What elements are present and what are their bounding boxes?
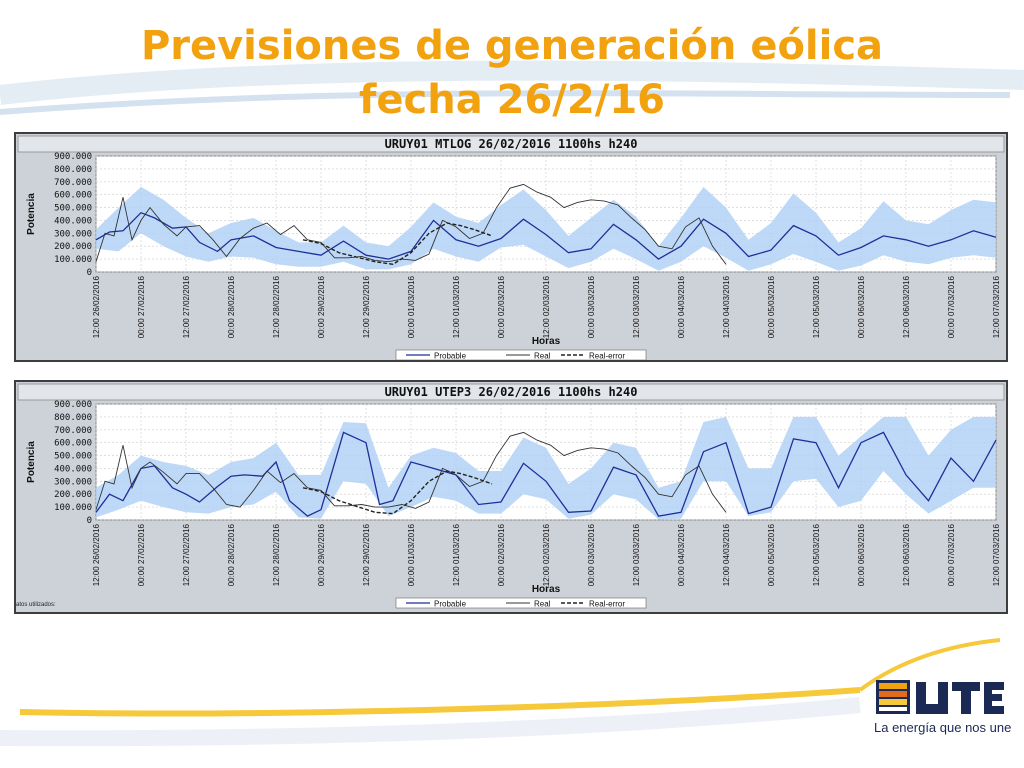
chart-utep3: URUY01 UTEP3 26/02/2016 1100hs h240 900.0…	[17, 383, 1005, 609]
x-tick-label: 12:00 07/03/2016	[992, 523, 1001, 586]
footnote: atos utilizados:	[16, 602, 56, 608]
legend-label: Real-error	[589, 600, 625, 609]
y-tick-label: 400.000	[54, 216, 92, 226]
y-tick-label: 200.000	[54, 242, 92, 252]
series-probable-line	[95, 431, 997, 517]
y-tick-label: 600.000	[54, 439, 92, 449]
x-tick-label: 12:00 02/03/2016	[542, 523, 551, 586]
x-tick-label: 12:00 04/03/2016	[722, 523, 731, 586]
slide-title-line2: fecha 26/2/16	[358, 77, 665, 123]
x-tick-label: 00:00 06/03/2016	[857, 523, 866, 586]
x-tick-label: 00:00 04/03/2016	[677, 523, 686, 586]
y-tick-label: 500.000	[54, 204, 92, 214]
y-tick-label: 800.000	[54, 413, 92, 423]
y-tick-label: 600.000	[54, 191, 92, 201]
x-axis-label: Horas	[532, 584, 561, 595]
x-tick-label: 00:00 07/03/2016	[947, 523, 956, 586]
x-axis-label: Horas	[532, 336, 561, 347]
x-tick-label: 12:00 05/03/2016	[812, 523, 821, 586]
legend-label: Real	[534, 352, 551, 361]
y-tick-label: 700.000	[54, 426, 92, 436]
x-tick-label: 00:00 27/02/2016	[137, 523, 146, 586]
x-tick-label: 12:00 28/02/2016	[272, 523, 281, 586]
series-real-line	[95, 183, 727, 265]
chart-title: URUY01 MTLOG 26/02/2016 1100hs h240	[385, 137, 638, 151]
x-tick-label: 12:00 05/03/2016	[812, 275, 821, 338]
y-axis-label: Potencia	[26, 441, 37, 483]
x-tick-label: 12:00 27/02/2016	[182, 275, 191, 338]
confidence-band	[96, 416, 996, 520]
x-tick-label: 12:00 27/02/2016	[182, 523, 191, 586]
x-tick-label: 12:00 03/03/2016	[632, 523, 641, 586]
y-tick-label: 100.000	[54, 503, 92, 513]
x-tick-label: 12:00 28/02/2016	[272, 275, 281, 338]
x-tick-label: 00:00 29/02/2016	[317, 523, 326, 586]
chart-panel-mtlog: URUY01 MTLOG 26/02/2016 1100hs h240 900.0…	[14, 132, 1008, 362]
x-tick-label: 12:00 29/02/2016	[362, 275, 371, 338]
y-tick-label: 700.000	[54, 178, 92, 188]
y-tick-label: 100.000	[54, 255, 92, 265]
slide-title-line1: Previsiones de generación eólica	[140, 23, 884, 69]
chart-title-bar	[17, 383, 1005, 401]
x-tick-label: 12:00 29/02/2016	[362, 523, 371, 586]
y-tick-label: 500.000	[54, 452, 92, 462]
y-tick-label: 900.000	[54, 152, 92, 162]
y-tick-label: 800.000	[54, 165, 92, 175]
x-tick-label: 00:00 28/02/2016	[227, 523, 236, 586]
chart-title: URUY01 UTEP3 26/02/2016 1100hs h240	[385, 385, 638, 399]
series-real-error-line	[302, 222, 493, 266]
y-tick-label: 300.000	[54, 229, 92, 239]
x-tick-label: 00:00 27/02/2016	[137, 275, 146, 338]
x-tick-label: 00:00 03/03/2016	[587, 275, 596, 338]
x-tick-label: 12:00 01/03/2016	[452, 275, 461, 338]
tagline: La energía que nos une	[874, 720, 1012, 735]
x-tick-label: 00:00 05/03/2016	[767, 275, 776, 338]
x-tick-label: 00:00 29/02/2016	[317, 275, 326, 338]
x-tick-label: 00:00 02/03/2016	[497, 523, 506, 586]
x-tick-label: 00:00 06/03/2016	[857, 275, 866, 338]
x-tick-label: 00:00 28/02/2016	[227, 275, 236, 338]
legend-label: Real-error	[589, 352, 625, 361]
legend-label: Real	[534, 600, 551, 609]
x-tick-label: 12:00 04/03/2016	[722, 275, 731, 338]
x-tick-label: 12:00 02/03/2016	[542, 275, 551, 338]
y-tick-label: 0	[87, 516, 92, 526]
x-tick-label: 00:00 01/03/2016	[407, 275, 416, 338]
y-tick-label: 400.000	[54, 464, 92, 474]
series-real-line	[95, 431, 727, 513]
chart-mtlog: URUY01 MTLOG 26/02/2016 1100hs h240 900.0…	[17, 135, 1005, 361]
x-tick-label: 00:00 02/03/2016	[497, 275, 506, 338]
y-tick-label: 300.000	[54, 477, 92, 487]
y-tick-label: 200.000	[54, 490, 92, 500]
y-axis-label: Potencia	[26, 193, 37, 235]
x-tick-label: 00:00 04/03/2016	[677, 275, 686, 338]
x-tick-label: 00:00 07/03/2016	[947, 275, 956, 338]
y-tick-label: 0	[87, 268, 92, 278]
ute-logo-icon	[876, 680, 1004, 714]
y-tick-label: 900.000	[54, 400, 92, 410]
legend-label: Probable	[434, 600, 467, 609]
legend-label: Probable	[434, 352, 467, 361]
series-real-error-line	[302, 470, 493, 515]
x-tick-label: 12:00 07/03/2016	[992, 275, 1001, 338]
x-tick-label: 12:00 06/03/2016	[902, 275, 911, 338]
chart-title-bar	[17, 135, 1005, 153]
x-tick-label: 12:00 01/03/2016	[452, 523, 461, 586]
x-tick-label: 00:00 05/03/2016	[767, 523, 776, 586]
x-tick-label: 00:00 01/03/2016	[407, 523, 416, 586]
x-tick-label: 00:00 03/03/2016	[587, 523, 596, 586]
chart-panel-utep3: URUY01 UTEP3 26/02/2016 1100hs h240 900.0…	[14, 380, 1008, 614]
x-tick-label: 12:00 26/02/2016	[92, 275, 101, 338]
x-tick-label: 12:00 26/02/2016	[92, 523, 101, 586]
x-tick-label: 12:00 03/03/2016	[632, 275, 641, 338]
series-probable-line	[95, 211, 997, 260]
x-tick-label: 12:00 06/03/2016	[902, 523, 911, 586]
